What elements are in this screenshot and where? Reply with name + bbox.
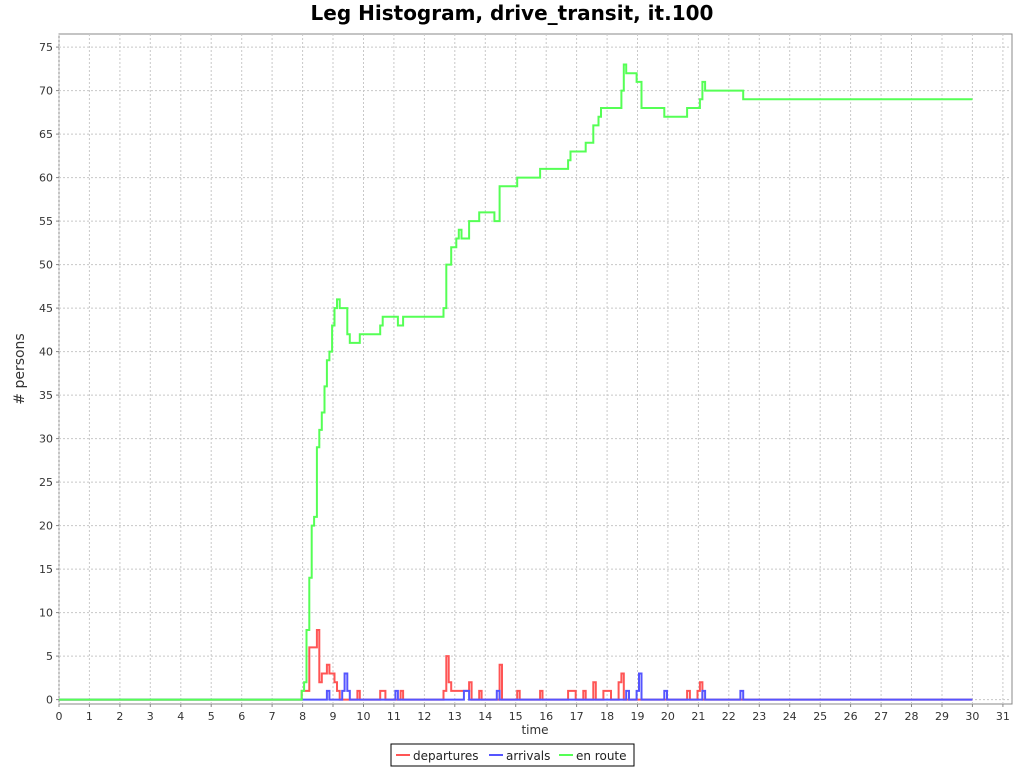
y-tick-label: 40 — [39, 346, 53, 359]
x-tick-label: 3 — [147, 710, 154, 723]
legend-label-departures: departures — [413, 749, 479, 763]
x-tick-label: 7 — [269, 710, 276, 723]
legend: departures arrivals en route — [390, 743, 635, 767]
x-tick-label: 4 — [177, 710, 184, 723]
x-tick-label: 20 — [661, 710, 675, 723]
x-tick-label: 14 — [478, 710, 492, 723]
y-tick-label: 30 — [39, 433, 53, 446]
x-tick-label: 8 — [299, 710, 306, 723]
x-tick-label: 19 — [631, 710, 645, 723]
y-tick-label: 10 — [39, 607, 53, 620]
x-tick-label: 10 — [357, 710, 371, 723]
x-tick-label: 29 — [935, 710, 949, 723]
series-line-arrivals — [59, 672, 973, 701]
axis-ticks: 0 1 2 3 4 5 6 7 8 9 10 11 12 13 14 15 16 17 18 19 20 21 22 23 24… — [39, 41, 1010, 723]
x-tick-label: 16 — [539, 710, 553, 723]
x-tick-label: 23 — [752, 710, 766, 723]
x-tick-label: 6 — [238, 710, 245, 723]
x-axis-label: time — [521, 723, 548, 737]
chart-title: Leg Histogram, drive_transit, it.100 — [311, 1, 714, 25]
legend-label-arrivals: arrivals — [506, 749, 550, 763]
y-tick-label: 35 — [39, 389, 53, 402]
y-tick-label: 75 — [39, 41, 53, 54]
x-tick-label: 12 — [417, 710, 431, 723]
y-tick-label: 50 — [39, 259, 53, 272]
x-tick-label: 26 — [844, 710, 858, 723]
y-tick-label: 0 — [46, 694, 53, 707]
x-tick-label: 28 — [905, 710, 919, 723]
x-tick-label: 15 — [509, 710, 523, 723]
x-tick-label: 21 — [691, 710, 705, 723]
y-tick-label: 45 — [39, 302, 53, 315]
y-tick-label: 20 — [39, 520, 53, 533]
x-tick-label: 0 — [56, 710, 63, 723]
series-layer — [59, 63, 973, 701]
x-tick-label: 1 — [86, 710, 93, 723]
x-tick-label: 5 — [208, 710, 215, 723]
x-tick-label: 18 — [600, 710, 614, 723]
x-tick-label: 27 — [874, 710, 888, 723]
x-tick-label: 31 — [996, 710, 1010, 723]
x-tick-label: 24 — [783, 710, 797, 723]
x-tick-label: 9 — [330, 710, 337, 723]
y-tick-label: 65 — [39, 128, 53, 141]
y-tick-label: 55 — [39, 215, 53, 228]
y-tick-label: 70 — [39, 85, 53, 98]
y-axis-label: # persons — [12, 333, 28, 404]
plot-area — [58, 33, 1013, 705]
series-line-en-route — [59, 63, 973, 701]
y-tick-label: 60 — [39, 172, 53, 185]
y-tick-label: 15 — [39, 563, 53, 576]
x-tick-label: 30 — [965, 710, 979, 723]
x-tick-label: 22 — [722, 710, 736, 723]
legend-box — [390, 743, 635, 767]
x-tick-label: 2 — [116, 710, 123, 723]
y-tick-label: 5 — [46, 650, 53, 663]
x-tick-label: 25 — [813, 710, 827, 723]
x-tick-label: 17 — [570, 710, 584, 723]
legend-label-en-route: en route — [576, 749, 627, 763]
y-tick-label: 25 — [39, 476, 53, 489]
x-tick-label: 13 — [448, 710, 462, 723]
x-tick-label: 11 — [387, 710, 401, 723]
